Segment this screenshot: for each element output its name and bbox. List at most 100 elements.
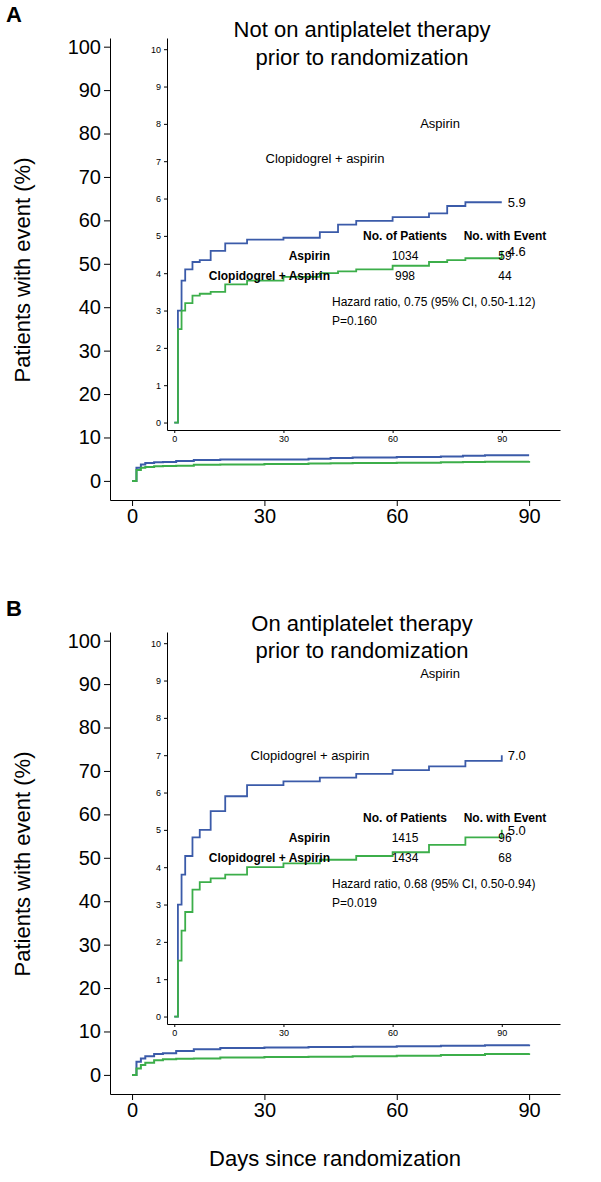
tick: 2: [156, 937, 167, 947]
inset-plot: 0123456789100306090On antiplatelet thera…: [151, 611, 561, 1038]
tick-label: 30: [254, 505, 276, 527]
tick-label: 80: [79, 716, 101, 738]
tick-label: 90: [79, 79, 101, 101]
axis-line: [110, 39, 111, 501]
tick: 2: [156, 343, 167, 353]
tick: 0: [156, 1012, 167, 1022]
km-curve: [174, 251, 502, 423]
tick: 100: [68, 630, 110, 652]
tick-label: 0: [172, 434, 177, 444]
tick-label: 60: [386, 1099, 408, 1121]
tick-label: 40: [79, 890, 101, 912]
title: prior to randomization: [256, 45, 469, 70]
table-row-label: Clopidogrel + Aspirin: [209, 269, 330, 283]
tick-label: 30: [79, 934, 101, 956]
tick: 9: [156, 676, 167, 686]
tick: 8: [156, 119, 167, 129]
tick-mark: [164, 979, 167, 980]
axis-line: [167, 39, 168, 431]
tick: 70: [79, 166, 110, 188]
tick: 0: [127, 500, 138, 527]
tick-label: 7: [156, 751, 161, 761]
tick-mark: [104, 814, 110, 815]
tick-label: 3: [156, 306, 161, 316]
tick-mark: [104, 220, 110, 221]
annotation: P=0.019: [332, 896, 377, 910]
tick: 60: [388, 1024, 398, 1038]
tick: 10: [79, 426, 110, 448]
tick-mark: [104, 264, 110, 265]
tick: 30: [279, 430, 289, 444]
tick: 60: [386, 500, 408, 527]
km-curve: [174, 202, 502, 422]
tick: 3: [156, 306, 167, 316]
axis-line: [111, 500, 561, 501]
table-cell: 68: [498, 851, 512, 865]
tick-mark: [164, 273, 167, 274]
panel-label: A: [6, 2, 22, 27]
table-cell: 96: [498, 831, 512, 845]
y-axis-title: Patients with event (%): [10, 158, 35, 383]
tick-mark: [393, 430, 394, 433]
tick-label: 10: [79, 1020, 101, 1042]
axis-line: [168, 430, 561, 431]
tick-mark: [104, 307, 110, 308]
km-curve: [132, 1045, 529, 1075]
tick: 60: [79, 803, 110, 825]
tick-mark: [502, 430, 503, 433]
tick: 5: [156, 825, 167, 835]
tick-mark: [104, 481, 110, 482]
table-cell: 59: [498, 249, 512, 263]
tick-label: 60: [79, 803, 101, 825]
tick-mark: [174, 1024, 175, 1027]
tick-mark: [502, 1024, 503, 1027]
tick-label: 2: [156, 937, 161, 947]
tick: 40: [79, 296, 110, 318]
tick: 60: [79, 209, 110, 231]
tick: 90: [518, 500, 540, 527]
tick-label: 30: [279, 434, 289, 444]
annotation: Hazard ratio, 0.68 (95% CI, 0.50-0.94): [332, 877, 535, 891]
axis-line: [168, 1024, 561, 1025]
plot-area: [132, 455, 529, 481]
tick: 4: [156, 863, 167, 873]
tick-label: 9: [156, 676, 161, 686]
tick-mark: [104, 901, 110, 902]
tick: 40: [79, 890, 110, 912]
tick-mark: [164, 348, 167, 349]
series-label: Clopidogrel + aspirin: [266, 151, 385, 166]
tick: 0: [127, 1094, 138, 1121]
y-axis: 012345678910: [151, 633, 168, 1025]
tick-label: 70: [79, 760, 101, 782]
km-curve: [174, 830, 502, 1017]
tick-label: 1: [156, 975, 161, 985]
tick-mark: [164, 830, 167, 831]
tick-mark: [164, 87, 167, 88]
tick-label: 6: [156, 788, 161, 798]
tick-label: 1: [156, 381, 161, 391]
table-row-label: Aspirin: [289, 831, 330, 845]
tick: 10: [79, 1020, 110, 1042]
table-cell: 1034: [392, 249, 419, 263]
tick-label: 80: [79, 122, 101, 144]
tick: 30: [279, 1024, 289, 1038]
y-axis-title: Patients with event (%): [10, 752, 35, 977]
tick-label: 0: [127, 1099, 138, 1121]
tick-label: 6: [156, 194, 161, 204]
tick: 8: [156, 713, 167, 723]
tick: 30: [79, 934, 110, 956]
tick-mark: [104, 177, 110, 178]
tick-mark: [104, 1075, 110, 1076]
tick-label: 8: [156, 713, 161, 723]
tick: 30: [79, 340, 110, 362]
tick: 80: [79, 716, 110, 738]
tick: 5: [156, 231, 167, 241]
tick: 60: [386, 1094, 408, 1121]
tick-label: 0: [90, 1064, 101, 1086]
tick-mark: [164, 942, 167, 943]
tick: 60: [388, 430, 398, 444]
tick: 30: [254, 500, 276, 527]
tick: 1: [156, 975, 167, 985]
main-plot: 01020304050607080901000306090APatients w…: [6, 2, 561, 527]
tick-mark: [104, 858, 110, 859]
